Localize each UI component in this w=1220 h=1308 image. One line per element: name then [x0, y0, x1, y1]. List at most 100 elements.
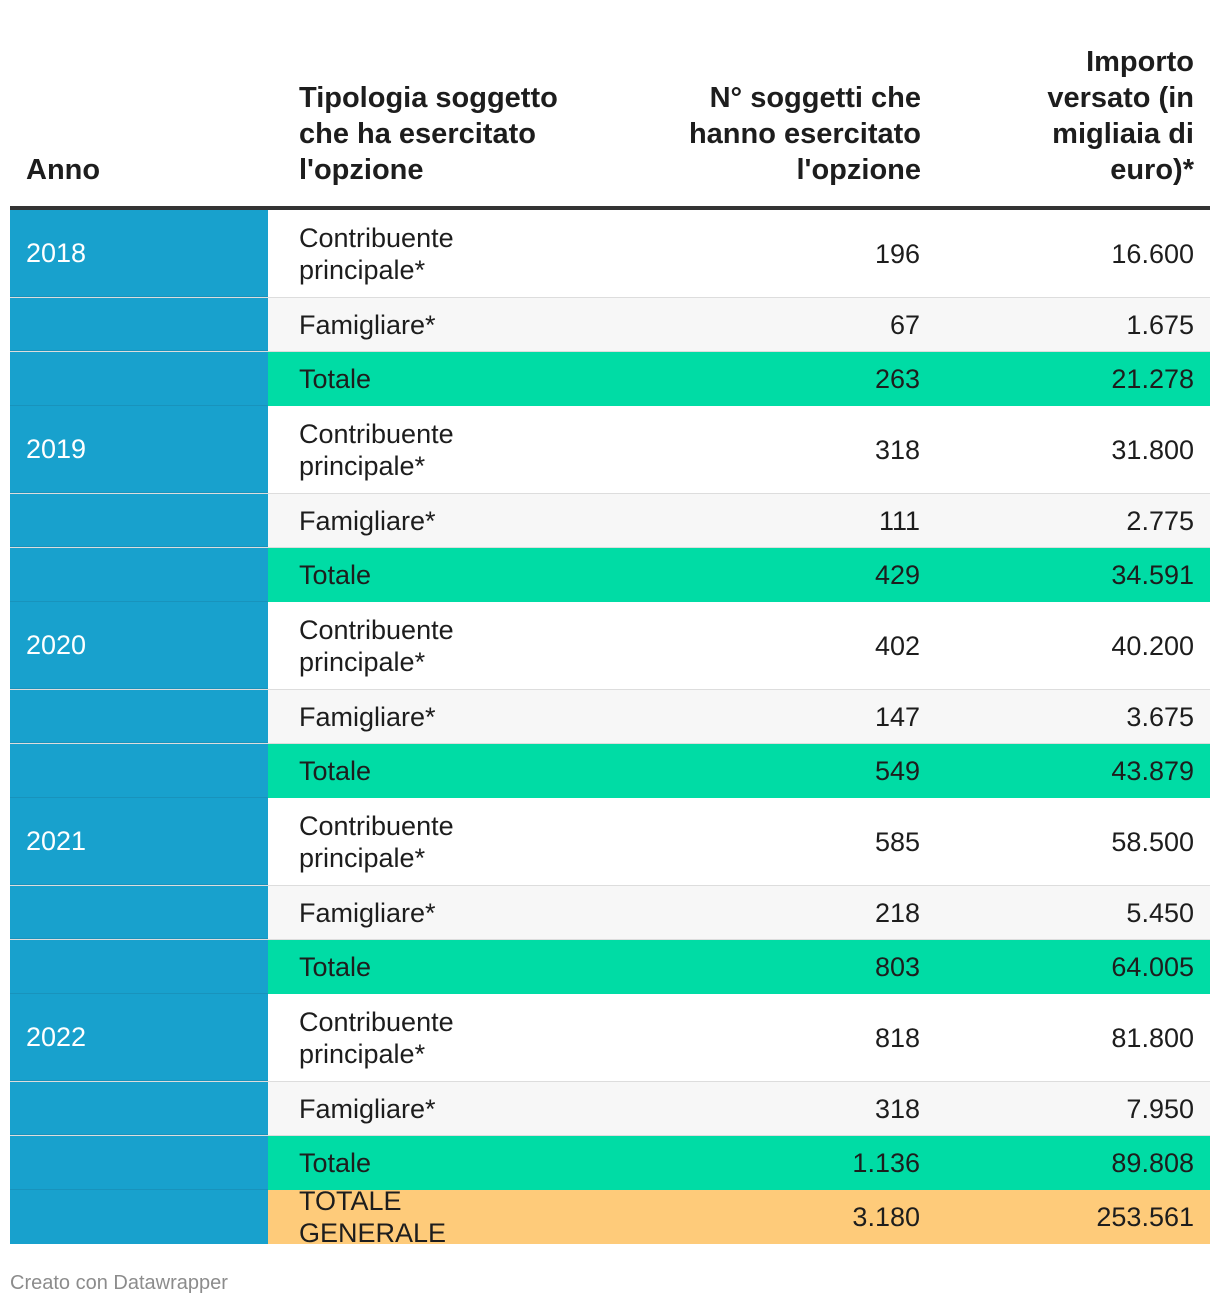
cell-amount-text: 40.200 — [1111, 630, 1194, 661]
cell-count-text: 147 — [874, 701, 920, 732]
cell-year — [10, 298, 268, 351]
table-row: Famigliare* 318 7.950 — [10, 1082, 1210, 1136]
cell-amount-text: 21.278 — [1111, 364, 1194, 394]
cell-count-text: 318 — [874, 434, 920, 465]
cell-type: Contribuente principale* — [268, 994, 640, 1081]
cell-amount: 40.200 — [920, 602, 1210, 689]
cell-amount: 16.600 — [920, 210, 1210, 297]
cell-type: Famigliare* — [268, 1082, 640, 1135]
cell-count: 585 — [640, 798, 920, 885]
table-row-total: Totale 1.136 89.808 — [10, 1136, 1210, 1190]
table-row: 2018 Contribuente principale* 196 16.600 — [10, 210, 1210, 298]
cell-amount-text: 7.950 — [1126, 1093, 1194, 1124]
cell-year: 2020 — [10, 602, 268, 689]
table-row-total: Totale 429 34.591 — [10, 548, 1210, 602]
cell-amount: 7.950 — [920, 1082, 1210, 1135]
cell-year — [10, 690, 268, 743]
cell-count: 67 — [640, 298, 920, 351]
cell-amount-text: 43.879 — [1111, 756, 1194, 786]
cell-type: Contribuente principale* — [268, 406, 640, 493]
cell-count: 549 — [640, 744, 920, 798]
cell-year — [10, 744, 268, 798]
cell-type-text: Contribuente principale* — [299, 1006, 454, 1069]
cell-count-text: 263 — [874, 364, 920, 394]
cell-type: Contribuente principale* — [268, 798, 640, 885]
table-body: 2018 Contribuente principale* 196 16.600 Fam… — [10, 210, 1210, 1248]
cell-type: Famigliare* — [268, 690, 640, 743]
cell-count-text: 318 — [874, 1093, 920, 1124]
cell-type-text: Contribuente principale* — [299, 418, 454, 481]
cell-count-text: 818 — [874, 1022, 920, 1053]
cell-type-text: Famigliare* — [299, 701, 436, 732]
table-row: 2022 Contribuente principale* 818 81.800 — [10, 994, 1210, 1082]
cell-count: 263 — [640, 352, 920, 406]
cell-type: Totale — [268, 940, 640, 994]
cell-type-text: Totale — [299, 756, 372, 786]
cell-year-text: 2021 — [26, 826, 87, 856]
cell-count-text: 3.180 — [852, 1202, 920, 1232]
cell-type-text: Totale — [299, 1148, 372, 1178]
cell-amount-text: 253.561 — [1096, 1202, 1194, 1232]
table-row: 2020 Contribuente principale* 402 40.200 — [10, 602, 1210, 690]
cell-type-text: Totale — [299, 364, 372, 394]
cell-amount: 2.775 — [920, 494, 1210, 547]
cell-amount: 5.450 — [920, 886, 1210, 939]
cell-year: 2022 — [10, 994, 268, 1081]
cell-amount: 253.561 — [920, 1190, 1210, 1244]
cell-type: Contribuente principale* — [268, 210, 640, 297]
cell-year: 2021 — [10, 798, 268, 885]
cell-amount-text: 64.005 — [1111, 952, 1194, 982]
cell-amount: 43.879 — [920, 744, 1210, 798]
cell-count-text: 1.136 — [852, 1148, 920, 1178]
cell-amount: 81.800 — [920, 994, 1210, 1081]
cell-type-text: Famigliare* — [299, 897, 436, 928]
cell-amount: 21.278 — [920, 352, 1210, 406]
table-row: Famigliare* 111 2.775 — [10, 494, 1210, 548]
cell-year — [10, 548, 268, 602]
cell-count: 111 — [640, 494, 920, 547]
cell-count: 318 — [640, 406, 920, 493]
cell-year — [10, 940, 268, 994]
cell-count: 3.180 — [640, 1190, 920, 1244]
cell-count-text: 549 — [874, 756, 920, 786]
cell-type: Totale — [268, 744, 640, 798]
cell-type-text: Contribuente principale* — [299, 810, 454, 873]
cell-count-text: 585 — [874, 826, 920, 857]
cell-count-text: 111 — [878, 505, 920, 536]
cell-type: Famigliare* — [268, 494, 640, 547]
cell-count-text: 402 — [874, 630, 920, 661]
cell-type-text: Famigliare* — [299, 505, 436, 536]
cell-amount-text: 31.800 — [1111, 434, 1194, 465]
cell-count-text: 803 — [874, 952, 920, 982]
cell-count: 803 — [640, 940, 920, 994]
cell-type-text: Contribuente principale* — [299, 222, 454, 285]
cell-year: 2019 — [10, 406, 268, 493]
cell-type: Famigliare* — [268, 886, 640, 939]
cell-count: 218 — [640, 886, 920, 939]
header-amount[interactable]: Importo versato (in migliaia di euro)* — [1047, 46, 1194, 186]
cell-count: 196 — [640, 210, 920, 297]
table-row-grand-total: TOTALE GENERALE 3.180 253.561 — [10, 1186, 1210, 1248]
cell-year — [10, 352, 268, 406]
cell-amount-text: 2.775 — [1126, 505, 1194, 536]
cell-year-text: 2019 — [26, 434, 87, 464]
header-count[interactable]: N° soggetti che hanno esercitato l'opzio… — [688, 82, 921, 186]
cell-year-text: 2022 — [26, 1022, 87, 1052]
cell-amount: 34.591 — [920, 548, 1210, 602]
cell-amount-text: 16.600 — [1111, 238, 1194, 269]
cell-year: 2018 — [10, 210, 268, 297]
cell-count: 402 — [640, 602, 920, 689]
cell-type: Totale — [268, 352, 640, 406]
cell-amount: 58.500 — [920, 798, 1210, 885]
cell-amount: 64.005 — [920, 940, 1210, 994]
header-year[interactable]: Anno — [26, 154, 101, 186]
header-type[interactable]: Tipologia soggetto che ha esercitato l'o… — [299, 82, 558, 186]
cell-type: Totale — [268, 1136, 640, 1190]
cell-year — [10, 1136, 268, 1190]
table-row: Famigliare* 218 5.450 — [10, 886, 1210, 940]
credit-text: Creato con Datawrapper — [10, 1272, 228, 1294]
cell-type-text: Totale — [299, 560, 372, 590]
table-row: Famigliare* 67 1.675 — [10, 298, 1210, 352]
cell-year-text: 2020 — [26, 630, 87, 660]
table-header: Anno Tipologia soggetto che ha esercitat… — [10, 0, 1210, 210]
